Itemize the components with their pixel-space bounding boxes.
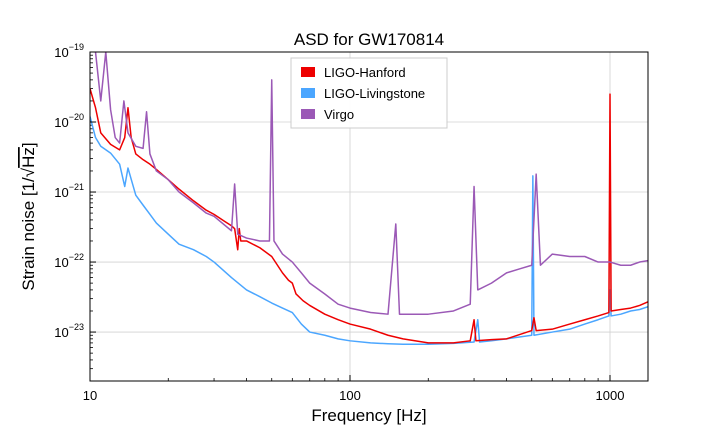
- legend-swatch: [301, 109, 315, 119]
- legend-label: Virgo: [324, 107, 354, 122]
- legend-box: [290, 57, 448, 129]
- y-axis-title: Strain noise [1/√Hz]: [19, 142, 38, 290]
- legend-label: LIGO-Hanford: [324, 65, 406, 80]
- series-line-ligo-livingstone: [90, 116, 648, 345]
- y-tick-label: 10−23: [54, 322, 84, 340]
- y-axis-ticks: 10−23 10−22 10−21 10−20 10−19: [54, 42, 96, 340]
- x-axis-title: Frequency [Hz]: [311, 406, 426, 425]
- plot-frame: [89, 51, 649, 382]
- legend-swatch: [301, 88, 315, 98]
- legend: LIGO-Hanford LIGO-Livingstone Virgo: [290, 57, 448, 129]
- series-line-ligo-hanford: [90, 88, 648, 344]
- y-tick-label: 10−22: [54, 252, 84, 270]
- y-tick-label: 10−20: [54, 112, 84, 130]
- y-tick-label: 10−21: [54, 182, 84, 200]
- legend-label: LIGO-Livingstone: [324, 86, 425, 101]
- x-tick-label: 100: [339, 388, 361, 403]
- x-axis-ticks: 10 100 1000: [83, 375, 625, 403]
- x-tick-label: 1000: [596, 388, 625, 403]
- legend-swatch: [301, 67, 315, 77]
- y-tick-label: 10−19: [54, 42, 84, 60]
- chart-title: ASD for GW170814: [294, 30, 444, 49]
- x-tick-label: 10: [83, 388, 97, 403]
- y-axis-title-text: Strain noise [1/√Hz]: [19, 142, 38, 290]
- series-lines: [90, 52, 648, 345]
- series-line-virgo: [94, 52, 648, 315]
